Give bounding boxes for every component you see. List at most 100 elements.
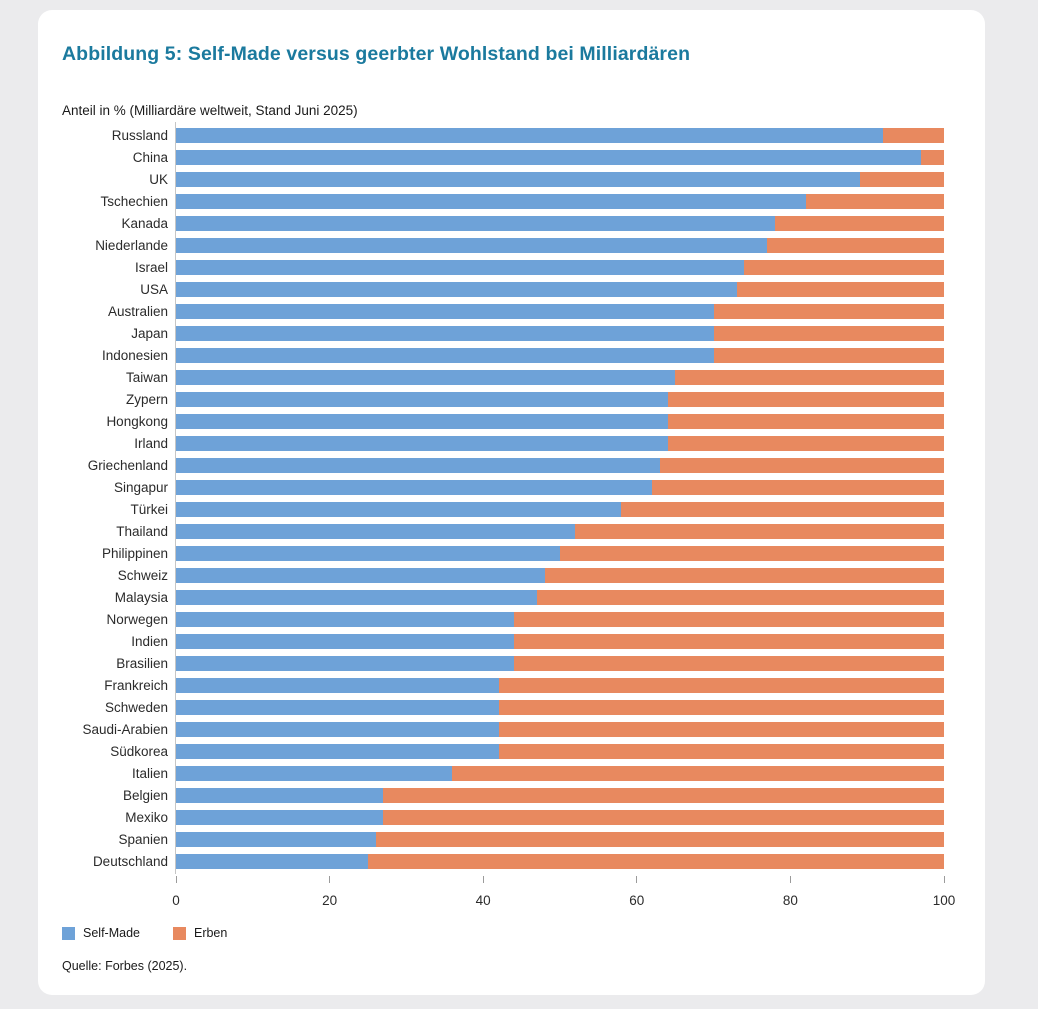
x-axis-tick-label: 60: [629, 893, 645, 908]
bar-segment-erben: [368, 853, 944, 869]
bar-segment-erben: [667, 391, 944, 407]
bar-track: [176, 655, 944, 671]
bar-segment-erben: [675, 369, 944, 385]
category-label: Kanada: [121, 215, 168, 231]
bar-segment-self-made: [176, 435, 668, 451]
bar-track: [176, 721, 944, 737]
chart-row: Irland: [38, 432, 944, 454]
chart-row: Schweiz: [38, 564, 944, 586]
chart-row: Niederlande: [38, 234, 944, 256]
x-axis-tick: [482, 876, 484, 883]
chart-row: Taiwan: [38, 366, 944, 388]
bar-segment-erben: [659, 457, 944, 473]
x-axis-tick: [636, 876, 638, 883]
bar-segment-self-made: [176, 171, 860, 187]
bar-segment-self-made: [176, 523, 576, 539]
bar-segment-self-made: [176, 479, 653, 495]
figure-subtitle: Anteil in % (Milliardäre weltweit, Stand…: [62, 103, 358, 118]
chart-row: Malaysia: [38, 586, 944, 608]
bar-track: [176, 479, 944, 495]
figure-title: Abbildung 5: Self-Made versus geerbter W…: [62, 43, 691, 65]
chart-row: Japan: [38, 322, 944, 344]
legend-swatch-erben: [172, 926, 186, 940]
bar-track: [176, 567, 944, 583]
bar-track: [176, 215, 944, 231]
legend-item-self-made: Self-Made: [62, 926, 140, 940]
bar-segment-self-made: [176, 853, 368, 869]
chart-row: Deutschland: [38, 850, 944, 872]
category-label: Thailand: [116, 523, 168, 539]
bar-track: [176, 809, 944, 825]
bar-segment-self-made: [176, 281, 737, 297]
bar-segment-erben: [744, 259, 944, 275]
chart-row: Mexiko: [38, 806, 944, 828]
bar-segment-erben: [513, 611, 944, 627]
x-axis-tick: [943, 876, 945, 883]
chart-row: Philippinen: [38, 542, 944, 564]
bar-track: [176, 457, 944, 473]
bar-segment-erben: [383, 787, 944, 803]
category-label: Indien: [131, 633, 168, 649]
bar-track: [176, 391, 944, 407]
bar-track: [176, 589, 944, 605]
category-label: Italien: [131, 765, 168, 781]
figure-card: Abbildung 5: Self-Made versus geerbter W…: [38, 10, 985, 995]
bar-segment-self-made: [176, 699, 499, 715]
bar-track: [176, 787, 944, 803]
legend-swatch-self-made: [62, 926, 75, 940]
bar-track: [176, 127, 944, 143]
chart-row: Brasilien: [38, 652, 944, 674]
category-label: Norwegen: [106, 611, 168, 627]
category-label: Hongkong: [106, 413, 168, 429]
chart-row: Russland: [38, 124, 944, 146]
bar-segment-erben: [859, 171, 944, 187]
bar-track: [176, 699, 944, 715]
x-axis-tick: [789, 876, 791, 883]
bar-segment-erben: [713, 347, 944, 363]
bar-track: [176, 765, 944, 781]
category-label: Brasilien: [116, 655, 168, 671]
bar-segment-self-made: [176, 787, 384, 803]
chart-row: China: [38, 146, 944, 168]
bar-track: [176, 259, 944, 275]
bar-track: [176, 347, 944, 363]
bar-track: [176, 149, 944, 165]
chart-row: Hongkong: [38, 410, 944, 432]
y-axis-line: [175, 122, 176, 874]
chart-row: Kanada: [38, 212, 944, 234]
bar-segment-erben: [498, 743, 944, 759]
bar-segment-erben: [498, 721, 944, 737]
x-axis-tick-label: 100: [932, 893, 956, 908]
bar-segment-erben: [513, 633, 944, 649]
category-label: Schweden: [104, 699, 168, 715]
category-label: UK: [149, 171, 168, 187]
bar-segment-self-made: [176, 457, 660, 473]
bar-segment-self-made: [176, 589, 537, 605]
chart-row: Griechenland: [38, 454, 944, 476]
category-label: Irland: [134, 435, 168, 451]
bar-track: [176, 413, 944, 429]
bar-segment-erben: [652, 479, 944, 495]
bar-segment-self-made: [176, 325, 714, 341]
bar-segment-self-made: [176, 567, 545, 583]
category-label: Malaysia: [114, 589, 168, 605]
bar-segment-self-made: [176, 677, 499, 693]
chart-row: Italien: [38, 762, 944, 784]
legend-label-erben: Erben: [193, 926, 228, 940]
bar-segment-erben: [498, 677, 944, 693]
category-label: Mexiko: [125, 809, 168, 825]
chart-row: Zypern: [38, 388, 944, 410]
chart-row: Belgien: [38, 784, 944, 806]
bar-segment-self-made: [176, 831, 376, 847]
source-note: Quelle: Forbes (2025).: [62, 959, 188, 973]
bar-segment-erben: [713, 325, 944, 341]
bar-segment-erben: [775, 215, 944, 231]
bar-segment-self-made: [176, 127, 883, 143]
x-axis-tick-label: 20: [322, 893, 338, 908]
x-axis-ticks: [175, 876, 945, 884]
category-label: Spanien: [118, 831, 168, 847]
bar-track: [176, 281, 944, 297]
chart-rows: Russland China UK Tschechien Kanada Niederlan…: [38, 124, 944, 872]
bar-track: [176, 325, 944, 341]
x-axis-tick-labels: 0 20 40 60 80 100: [172, 893, 955, 911]
